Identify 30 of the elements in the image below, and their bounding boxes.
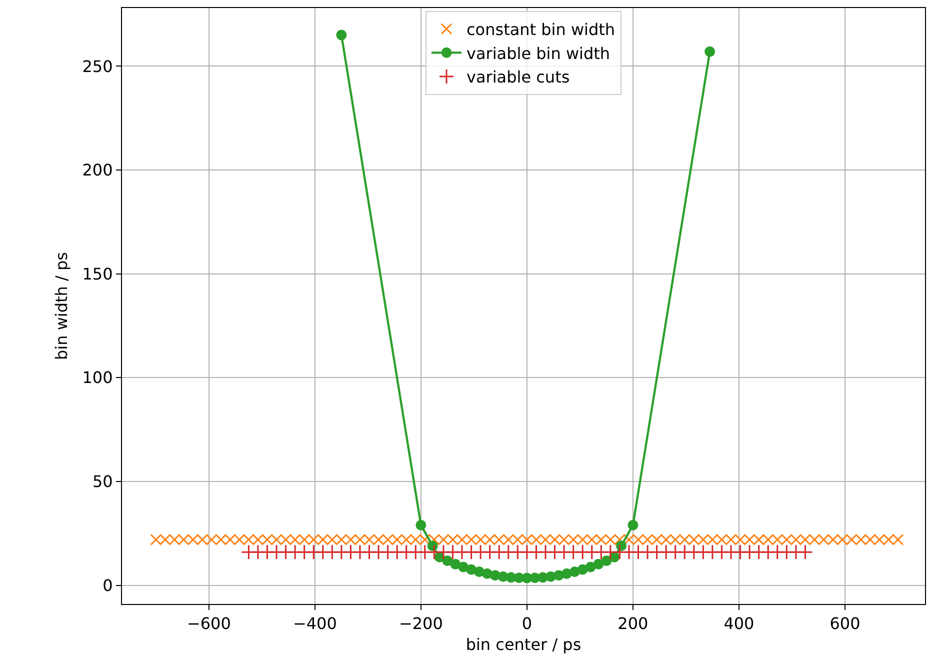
x-tick-label: −200: [398, 614, 443, 634]
point: [628, 520, 638, 530]
point: [577, 564, 588, 575]
point: [458, 562, 469, 572]
x-tick-label: −400: [292, 614, 337, 634]
legend-label: constant bin width: [466, 20, 616, 40]
y-tick-label: 100: [82, 368, 113, 388]
y-tick-label: 0: [102, 576, 113, 595]
x-tick-label: 200: [618, 614, 648, 634]
x-tick-label: 0: [522, 614, 532, 634]
y-tick-label: 250: [82, 56, 113, 76]
y-tick-label: 50: [92, 472, 113, 492]
point: [474, 566, 484, 578]
legend-label: variable bin width: [466, 44, 610, 63]
x-tick-label: −600: [186, 614, 231, 634]
point: [442, 556, 453, 566]
x-axis-title: bin center / ps: [466, 634, 582, 654]
point: [450, 558, 461, 570]
point: [336, 30, 347, 40]
x-tick-label: 400: [724, 614, 754, 634]
point: [416, 520, 426, 530]
y-axis-title: bin width / ps: [52, 252, 72, 360]
point: [593, 558, 604, 570]
point: [704, 46, 716, 57]
y-tick-label: 150: [82, 264, 113, 284]
point: [585, 562, 596, 572]
x-tick-label: 600: [830, 614, 860, 634]
legend-label: variable cuts: [466, 68, 570, 87]
point: [601, 556, 612, 566]
y-tick-label: 200: [82, 160, 113, 180]
